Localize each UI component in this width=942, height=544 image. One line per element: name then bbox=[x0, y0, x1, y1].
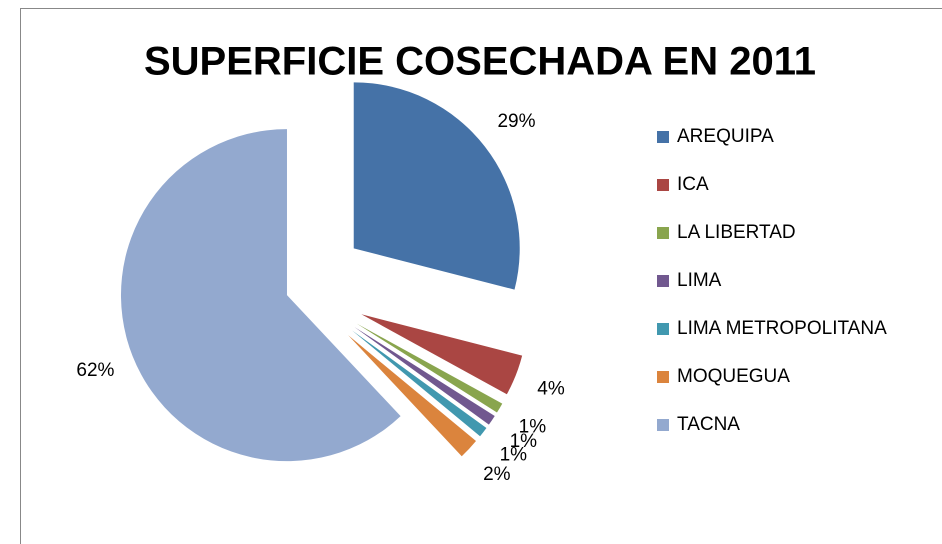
legend-label: AREQUIPA bbox=[677, 126, 774, 147]
legend-label: MOQUEGUA bbox=[677, 366, 790, 387]
data-label: 29% bbox=[497, 111, 535, 132]
legend-swatch bbox=[657, 419, 669, 431]
pie-slice bbox=[120, 129, 401, 462]
legend-swatch bbox=[657, 323, 669, 335]
data-label: 1% bbox=[510, 431, 538, 452]
legend-label: LA LIBERTAD bbox=[677, 222, 796, 243]
pie-slice bbox=[356, 323, 503, 413]
pie-slice bbox=[353, 82, 520, 290]
data-label: 1% bbox=[519, 416, 547, 437]
legend-label: LIMA bbox=[677, 270, 722, 291]
legend-label: ICA bbox=[677, 174, 709, 195]
data-label: 1% bbox=[500, 445, 528, 466]
legend-label: TACNA bbox=[677, 414, 740, 435]
legend-swatch bbox=[657, 179, 669, 191]
data-label: 2% bbox=[483, 464, 511, 485]
pie-slice bbox=[354, 327, 495, 425]
legend-label: LIMA METROPOLITANA bbox=[677, 318, 887, 339]
legend-swatch bbox=[657, 275, 669, 287]
legend-swatch bbox=[657, 227, 669, 239]
pie-slice bbox=[348, 335, 477, 457]
data-label: 62% bbox=[76, 360, 114, 381]
legend-swatch bbox=[657, 131, 669, 143]
data-label: 4% bbox=[537, 378, 565, 399]
pie-slice bbox=[352, 330, 487, 437]
pie-slice bbox=[361, 314, 523, 395]
chart-title: SUPERFICIE COSECHADA EN 2011 bbox=[144, 40, 816, 84]
legend-swatch bbox=[657, 371, 669, 383]
